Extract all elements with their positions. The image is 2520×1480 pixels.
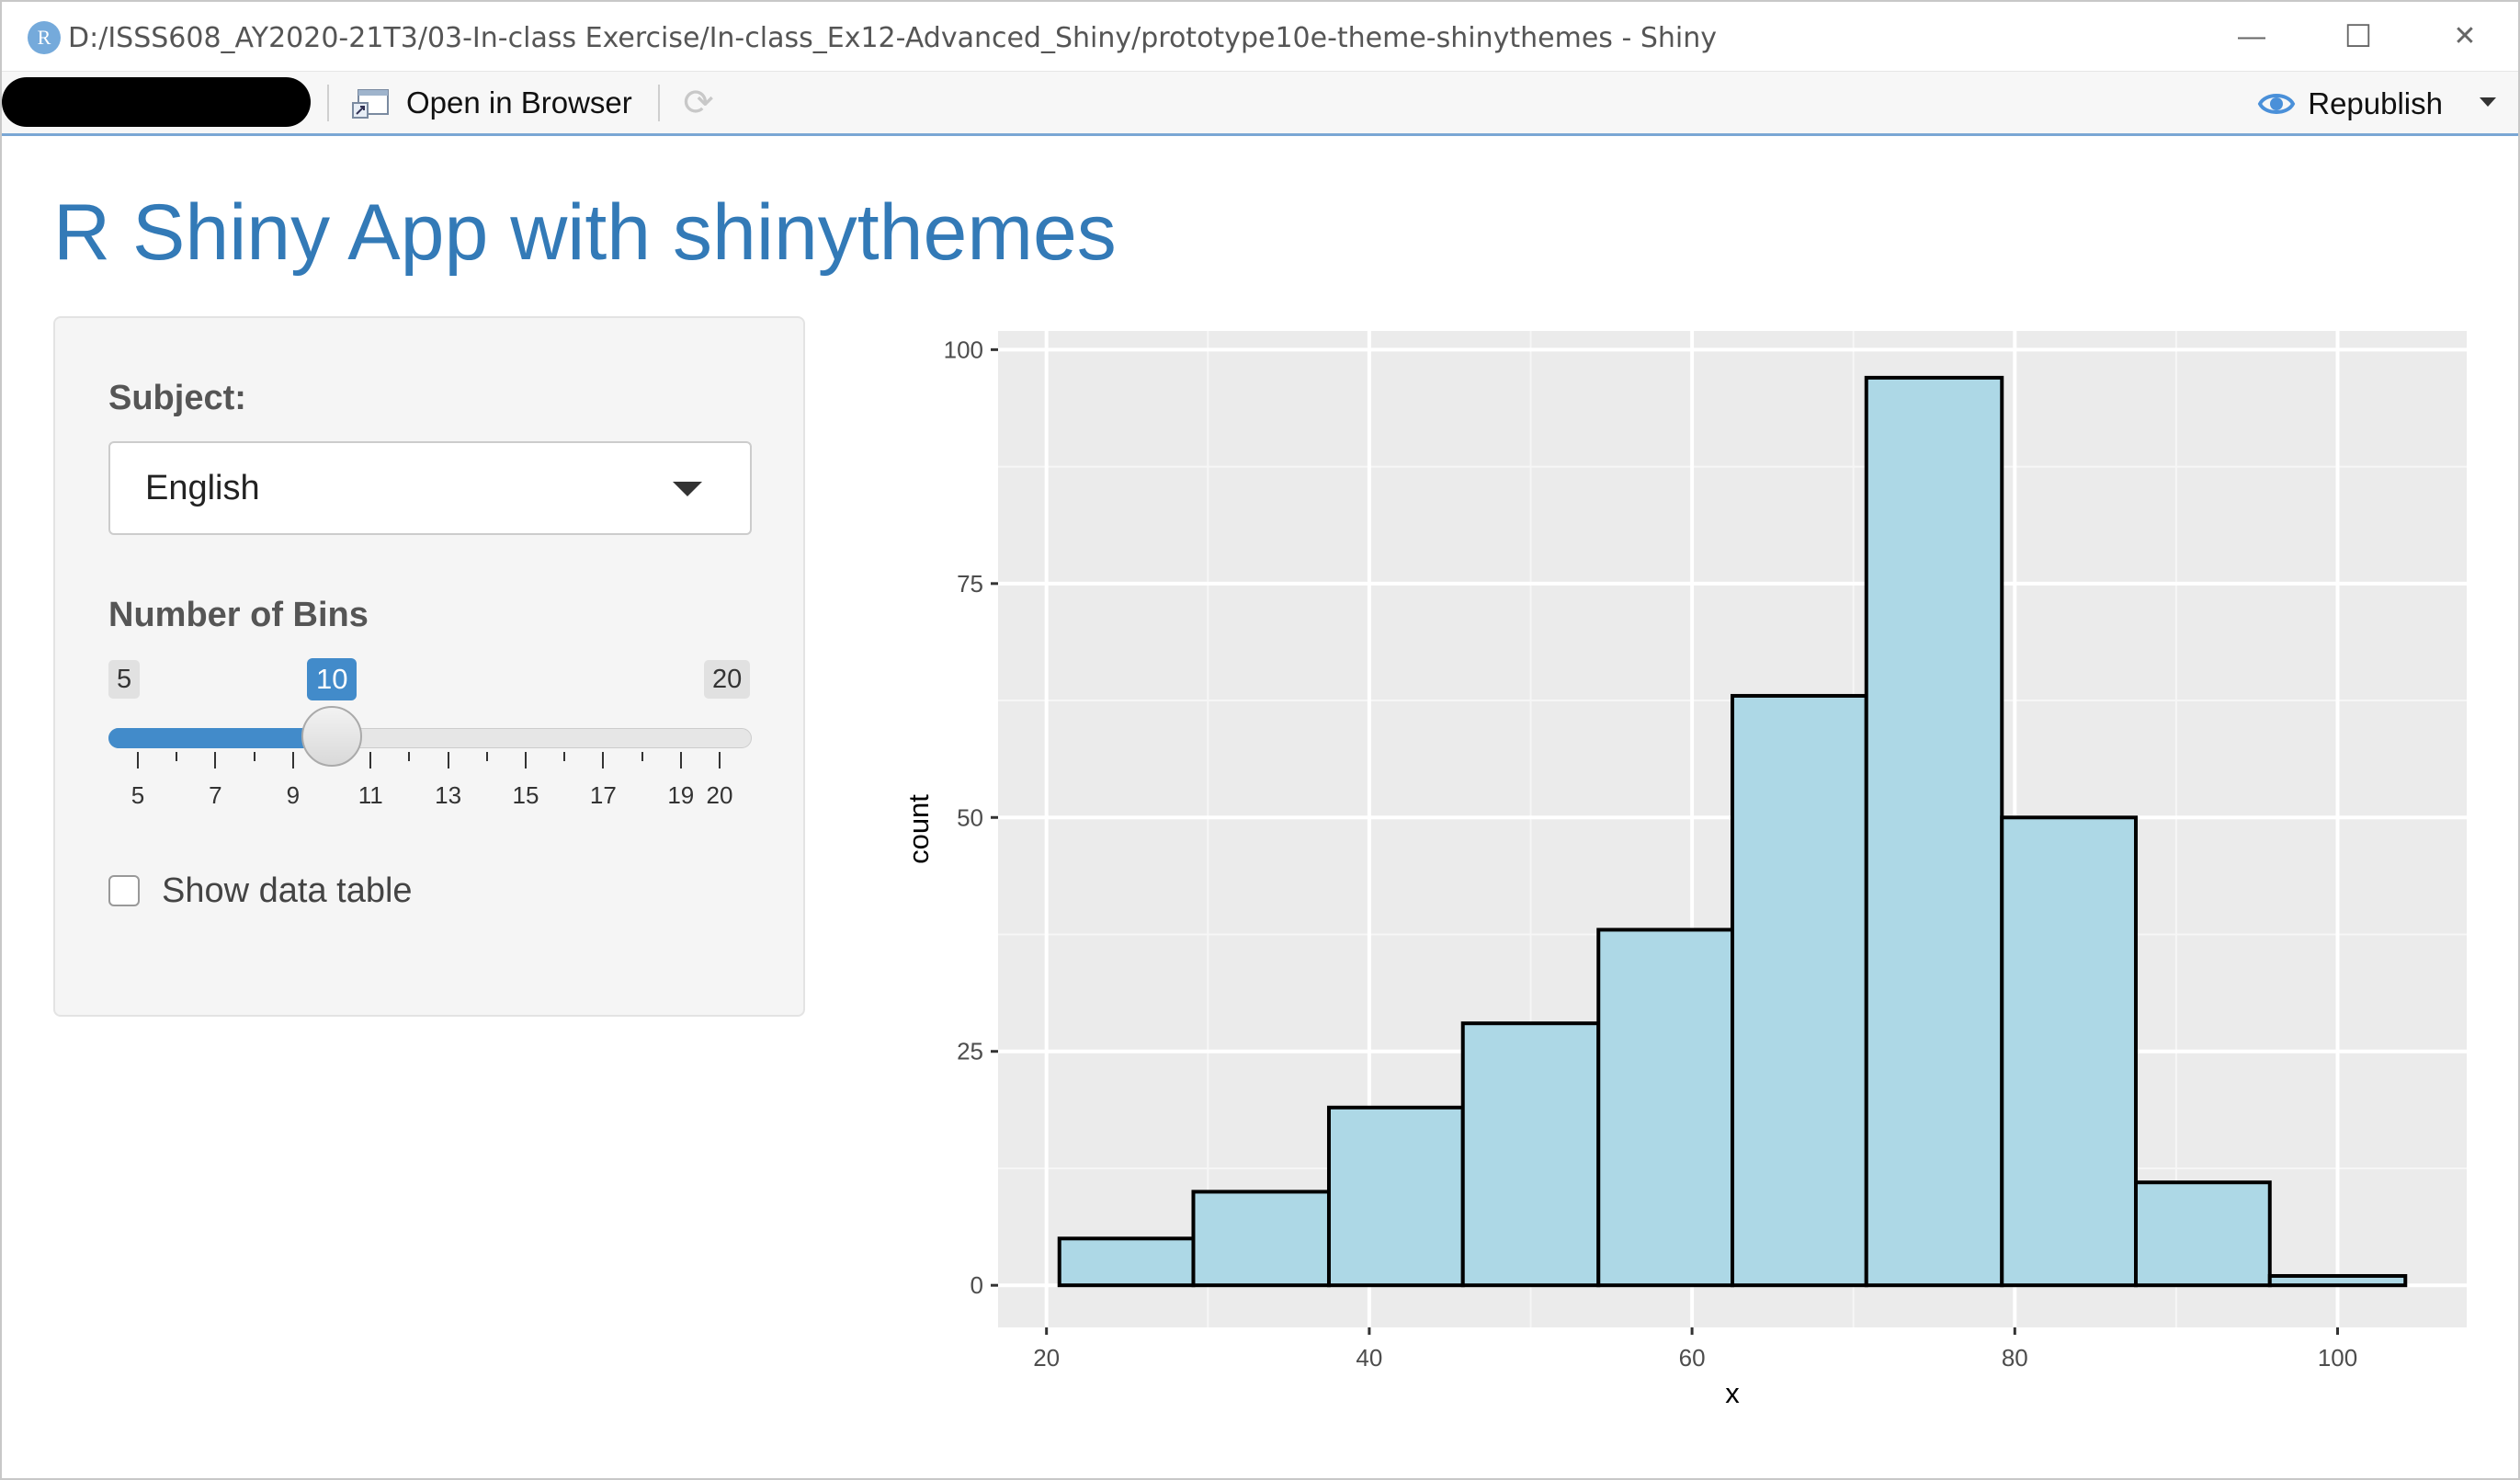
open-in-browser-button[interactable]: Open in Browser [351,81,632,125]
chevron-down-icon [673,482,702,496]
subject-select[interactable]: English [108,441,752,535]
slider-min-label: 5 [108,660,141,699]
slider-tick-label: 13 [435,781,462,809]
toolbar-separator [327,85,329,121]
histogram-bar [2267,1274,2408,1288]
slider-tick-label: 7 [209,781,222,809]
x-tick-label: 60 [1679,1344,1706,1372]
slider-fill [108,728,338,748]
slider-tick-label: 5 [131,781,145,809]
show-data-table-checkbox[interactable] [108,875,140,906]
bins-label: Number of Bins [108,596,369,634]
histogram-bar [1864,375,2004,1288]
slider-tick [369,752,372,768]
x-tick-label: 80 [2002,1344,2028,1372]
title-bar: R D:/ISSS608_AY2020-21T3/03-In-class Exe… [2,2,2518,72]
toolbar: Open in Browser ⟳ Republish [2,72,2518,136]
slider-tick-label: 15 [512,781,539,809]
x-tick-label: 40 [1356,1344,1382,1372]
slider-tick-label: 17 [589,781,617,809]
slider-tick [291,752,294,768]
x-axis-title: x [1725,1377,1740,1409]
window-title: D:/ISSS608_AY2020-21T3/03-In-class Exerc… [68,22,1717,54]
republish-dropdown-icon[interactable] [2480,97,2496,107]
republish-label: Republish [2308,86,2443,120]
republish-button[interactable]: Republish [2256,83,2443,125]
slider-handle[interactable] [301,706,362,767]
histogram-bar [2000,815,2139,1288]
y-axis-title: count [902,794,935,864]
sidebar-panel: Subject: English Number of Bins 5 20 10 … [53,316,805,1017]
slider-tick-label: 11 [358,781,383,809]
slider-max-label: 20 [704,660,751,699]
show-data-table-label[interactable]: Show data table [162,871,413,910]
y-tick-label: 50 [957,803,983,831]
slider-tick-label: 19 [667,781,695,809]
slider-tick [525,752,527,768]
subject-selected-value: English [145,469,260,507]
redacted-region [2,77,311,127]
open-browser-icon [352,89,389,119]
slider-tick [485,752,488,761]
histogram-bar [1057,1236,1196,1288]
histogram-chart: 20 40 60 80 100 0 25 50 75 100 x count [902,331,2467,1409]
y-tick-label: 0 [971,1271,983,1299]
toolbar-separator [658,85,660,121]
reload-icon[interactable]: ⟳ [683,83,714,123]
slider-tick [602,752,605,768]
histogram-bar [1460,1021,1601,1288]
slider-tick [253,752,255,761]
slider-tick-label: 9 [286,781,301,809]
r-logo-icon: R [28,21,61,54]
histogram-bar [1596,928,1734,1288]
slider-value-label: 10 [307,658,358,700]
x-tick-label: 20 [1033,1344,1060,1372]
slider-tick-label: 20 [706,781,733,809]
histogram-bar [1191,1190,1331,1288]
slider-tick [137,752,139,768]
slider-tick [719,752,721,768]
slider-tick [563,752,566,761]
open-in-browser-label: Open in Browser [406,85,632,120]
page-title: R Shiny App with shinythemes [53,188,1117,277]
y-tick-label: 100 [944,336,983,363]
slider-tick [679,752,682,768]
close-button[interactable]: ✕ [2453,21,2477,51]
slider-tick [176,752,178,761]
histogram-bar [1731,693,1868,1288]
slider-tick [408,752,411,761]
y-tick-label: 75 [957,570,983,598]
slider-tick [641,752,643,761]
histogram-bar [1326,1105,1465,1288]
histogram-bar [2134,1180,2272,1288]
subject-label: Subject: [108,379,246,417]
maximize-button[interactable]: ☐ [2344,19,2373,54]
republish-icon [2257,94,2296,114]
slider-tick [214,752,217,768]
y-tick-label: 25 [957,1038,983,1065]
x-tick-label: 100 [2318,1344,2357,1372]
minimize-button[interactable]: — [2238,21,2265,51]
slider-tick [447,752,449,768]
